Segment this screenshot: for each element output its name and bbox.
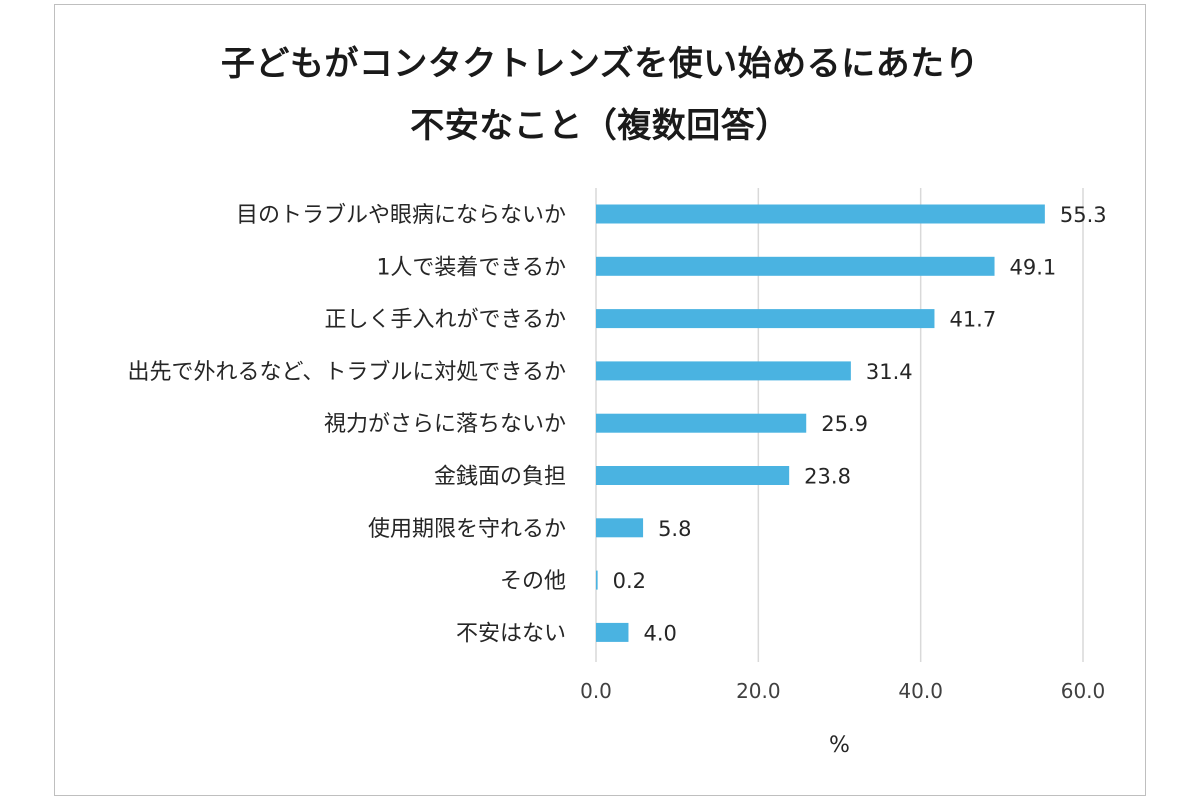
bar [596, 309, 935, 329]
bar [596, 413, 807, 433]
data-label: 49.1 [1010, 255, 1057, 279]
category-label: 目のトラブルや眼病にならないか [236, 203, 566, 228]
category-label: その他 [500, 569, 566, 594]
category-label: 1人で装着できるか [376, 255, 566, 280]
x-tick-label: 40.0 [898, 679, 943, 703]
data-label: 41.7 [949, 308, 996, 332]
chart-frame [54, 4, 1146, 796]
category-label: 不安はない [456, 621, 566, 646]
data-label: 0.2 [613, 569, 646, 593]
data-label: 5.8 [658, 517, 691, 541]
bar [596, 204, 1045, 224]
category-label: 出先で外れるなど、トラブルに対処できるか [128, 360, 566, 385]
category-label: 視力がさらに落ちないか [324, 412, 566, 437]
bar [596, 570, 598, 590]
x-axis-label: % [829, 733, 850, 758]
data-label: 55.3 [1060, 203, 1107, 227]
bar [596, 518, 644, 538]
x-tick-label: 0.0 [580, 679, 612, 703]
x-tick-label: 20.0 [736, 679, 781, 703]
data-label: 23.8 [804, 465, 851, 489]
data-label: 25.9 [821, 412, 868, 436]
bar [596, 466, 790, 485]
data-label: 4.0 [643, 621, 676, 645]
category-label: 金銭面の負担 [434, 465, 566, 490]
category-label: 使用期限を守れるか [368, 517, 566, 542]
bar [596, 622, 629, 642]
data-label: 31.4 [866, 360, 913, 384]
x-tick-label: 60.0 [1061, 679, 1106, 703]
bar [596, 361, 851, 381]
category-label: 正しく手入れができるか [324, 308, 566, 333]
bar [596, 256, 995, 276]
chart-title-line-1: 子どもがコンタクトレンズを使い始めるにあたり [220, 44, 980, 84]
chart-title-line-2: 不安なこと（複数回答） [410, 106, 790, 146]
